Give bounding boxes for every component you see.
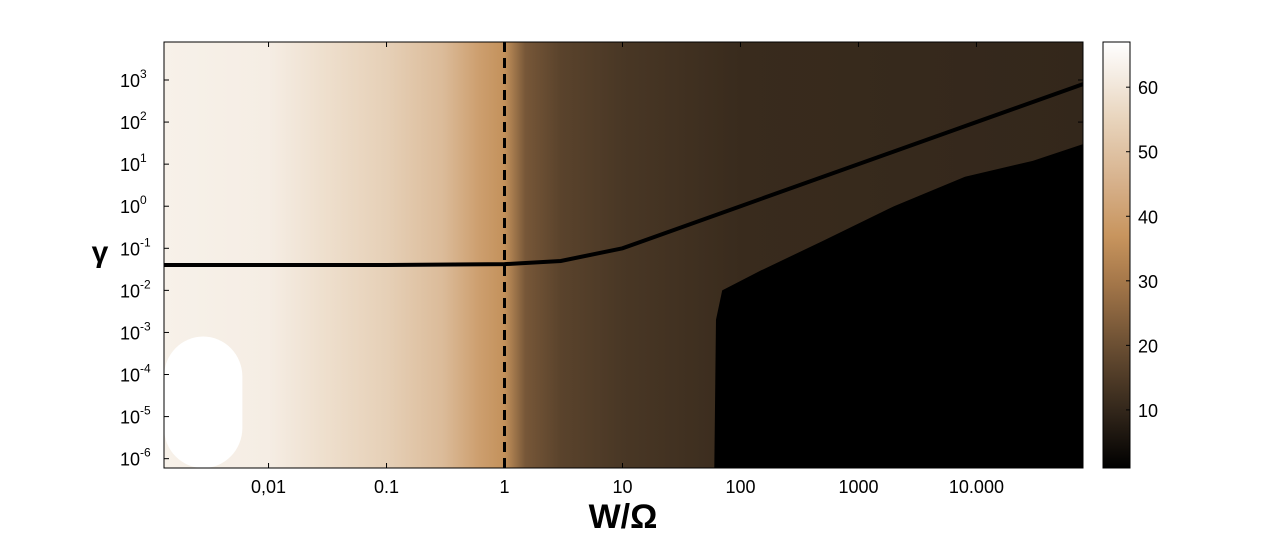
solid-curve bbox=[164, 82, 1083, 268]
y-axis-label: γ bbox=[92, 236, 109, 269]
colorbar-fill bbox=[1102, 41, 1131, 469]
y-tick-label: 103 bbox=[120, 67, 147, 91]
colorbar: 10 20 30 40 50 60 bbox=[1102, 41, 1158, 469]
heatmap-white-region bbox=[164, 336, 243, 468]
y-tick-label: 10-5 bbox=[120, 404, 151, 428]
y-tick-label: 10-4 bbox=[120, 362, 151, 386]
y-tick-label: 10-6 bbox=[120, 446, 151, 470]
colorbar-tick-label: 50 bbox=[1138, 143, 1158, 163]
colorbar-tick-label: 60 bbox=[1138, 78, 1158, 98]
y-tick-label: 10-3 bbox=[120, 319, 151, 343]
x-tick-label: 1000 bbox=[838, 477, 878, 497]
colorbar-ticks: 10 20 30 40 50 60 bbox=[1126, 78, 1158, 421]
x-tick-label: 0.1 bbox=[374, 477, 399, 497]
heatmap-black-region bbox=[714, 144, 1083, 468]
x-tick-label: 10.000 bbox=[949, 477, 1004, 497]
colorbar-tick-label: 30 bbox=[1138, 272, 1158, 292]
x-tick-label: 100 bbox=[725, 477, 755, 497]
x-tick-label: 0,01 bbox=[251, 477, 286, 497]
x-tick-label: 10 bbox=[612, 477, 632, 497]
plot-area bbox=[164, 42, 1083, 468]
y-tick-label: 10-2 bbox=[120, 277, 151, 301]
y-axis-ticks: 103 102 101 100 10-1 10-2 10-3 10-4 10-5 10-6 bbox=[120, 67, 1083, 470]
x-axis-label: W/Ω bbox=[589, 498, 658, 536]
y-tick-label: 101 bbox=[120, 151, 147, 175]
y-tick-label: 102 bbox=[120, 109, 147, 133]
y-tick-label: 100 bbox=[120, 193, 147, 217]
colorbar-tick-label: 20 bbox=[1138, 336, 1158, 356]
y-tick-label: 10-1 bbox=[120, 235, 151, 259]
colorbar-tick-label: 40 bbox=[1138, 207, 1158, 227]
colorbar-tick-label: 10 bbox=[1138, 401, 1158, 421]
plot-frame bbox=[163, 41, 1084, 469]
x-axis-ticks: 0,01 0.1 1 10 100 1000 10.000 bbox=[251, 42, 1004, 497]
x-tick-label: 1 bbox=[500, 477, 510, 497]
